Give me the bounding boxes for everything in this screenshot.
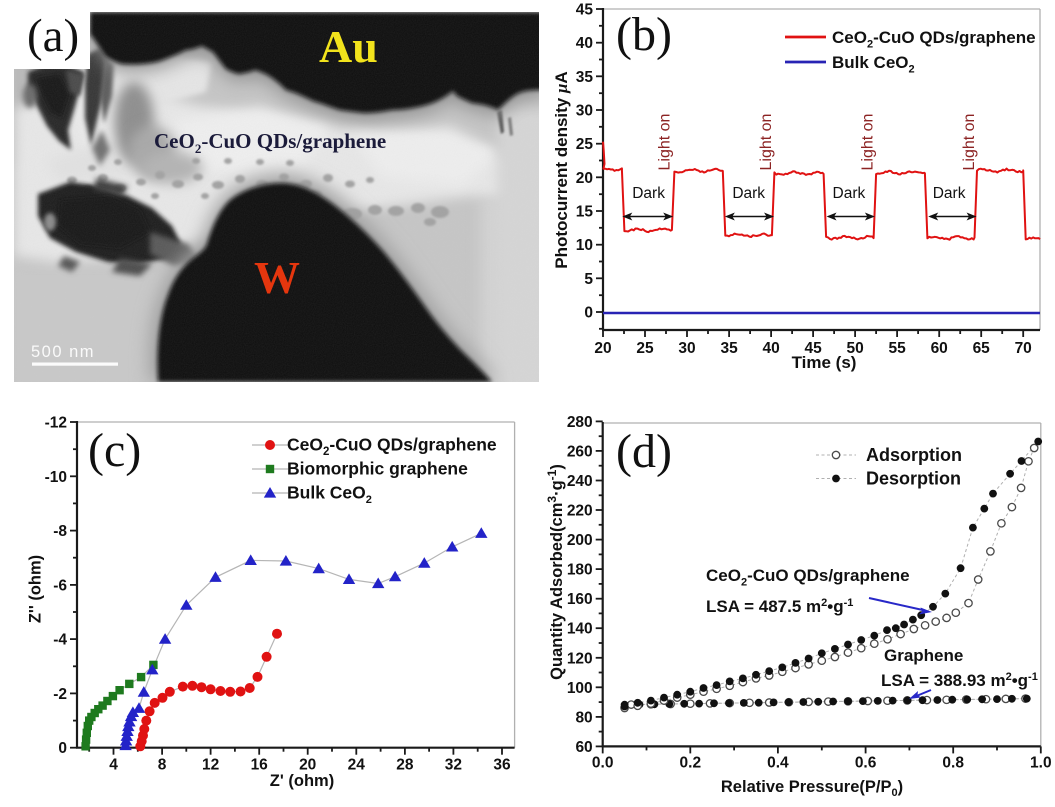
svg-text:8: 8 <box>158 757 167 774</box>
svg-text:Quantity Adsorbed(cm3·g-1): Quantity Adsorbed(cm3·g-1) <box>545 464 566 680</box>
svg-text:5: 5 <box>584 271 593 288</box>
svg-text:Light on: Light on <box>860 114 877 171</box>
svg-text:100: 100 <box>567 680 593 697</box>
svg-text:200: 200 <box>567 532 593 549</box>
svg-text:-6: -6 <box>53 577 67 594</box>
svg-text:180: 180 <box>567 562 593 579</box>
svg-text:4: 4 <box>109 757 118 774</box>
svg-text:Au: Au <box>319 21 378 72</box>
svg-text:(d): (d) <box>616 425 672 478</box>
svg-text:Time (s): Time (s) <box>792 353 857 372</box>
svg-text:35: 35 <box>720 340 738 357</box>
svg-text:Desorption: Desorption <box>866 469 961 489</box>
svg-text:(b): (b) <box>616 8 672 61</box>
svg-text:-2: -2 <box>53 686 67 703</box>
svg-text:-10: -10 <box>45 469 67 486</box>
svg-text:(a): (a) <box>27 10 79 62</box>
svg-text:0.8: 0.8 <box>942 754 964 771</box>
svg-text:Dark: Dark <box>833 185 866 202</box>
svg-text:160: 160 <box>567 591 593 608</box>
svg-text:10: 10 <box>576 237 593 254</box>
svg-text:80: 80 <box>575 709 592 726</box>
svg-text:32: 32 <box>445 757 462 774</box>
svg-text:CeO2-CuO QDs/graphene: CeO2-CuO QDs/graphene <box>154 129 386 156</box>
svg-text:280: 280 <box>567 414 593 431</box>
svg-text:Z' (ohm): Z' (ohm) <box>270 772 334 790</box>
svg-text:-8: -8 <box>53 523 67 540</box>
svg-text:Photocurrent density μA: Photocurrent density μA <box>552 71 571 268</box>
svg-text:120: 120 <box>567 650 593 667</box>
svg-text:CeO2-CuO QDs/graphene: CeO2-CuO QDs/graphene <box>287 435 497 459</box>
svg-text:220: 220 <box>567 503 593 520</box>
svg-text:25: 25 <box>636 340 654 357</box>
svg-text:0.4: 0.4 <box>767 754 789 771</box>
svg-text:15: 15 <box>576 204 594 221</box>
svg-text:28: 28 <box>396 757 414 774</box>
svg-text:25: 25 <box>576 136 594 153</box>
svg-text:Dark: Dark <box>933 185 966 202</box>
svg-text:-12: -12 <box>45 415 67 432</box>
svg-text:0.0: 0.0 <box>592 754 614 771</box>
svg-text:0: 0 <box>58 740 67 757</box>
svg-text:Biomorphic graphene: Biomorphic graphene <box>287 459 468 479</box>
svg-text:Dark: Dark <box>732 185 765 202</box>
svg-text:35: 35 <box>576 69 594 86</box>
svg-text:Relative Pressure(P/P0): Relative Pressure(P/P0) <box>721 778 903 799</box>
svg-text:500 nm: 500 nm <box>31 343 95 361</box>
svg-text:40: 40 <box>762 340 779 357</box>
svg-text:Bulk CeO2: Bulk CeO2 <box>287 483 372 507</box>
svg-text:45: 45 <box>576 2 594 19</box>
svg-text:30: 30 <box>678 340 695 357</box>
svg-text:LSA = 487.5 m2•g-1: LSA = 487.5 m2•g-1 <box>706 597 853 616</box>
svg-text:70: 70 <box>1015 340 1032 357</box>
svg-text:260: 260 <box>567 443 593 460</box>
svg-text:1.0: 1.0 <box>1030 754 1052 771</box>
svg-text:45: 45 <box>804 340 822 357</box>
svg-text:24: 24 <box>348 757 366 774</box>
svg-text:Light on: Light on <box>961 114 978 171</box>
svg-text:LSA = 388.93 m2•g-1: LSA = 388.93 m2•g-1 <box>881 671 1038 690</box>
svg-text:20: 20 <box>576 170 593 187</box>
svg-text:CeO2-CuO QDs/graphene: CeO2-CuO QDs/graphene <box>706 566 910 589</box>
svg-text:Bulk CeO2: Bulk CeO2 <box>832 53 915 76</box>
svg-text:36: 36 <box>493 757 511 774</box>
svg-text:20: 20 <box>594 340 611 357</box>
svg-text:65: 65 <box>973 340 991 357</box>
svg-text:30: 30 <box>576 103 593 120</box>
svg-text:Graphene: Graphene <box>884 646 963 665</box>
svg-text:60: 60 <box>931 340 948 357</box>
svg-text:20: 20 <box>299 757 316 774</box>
svg-text:W: W <box>254 252 300 303</box>
svg-text:240: 240 <box>567 473 593 490</box>
svg-text:12: 12 <box>202 757 219 774</box>
svg-text:Z'' (ohm): Z'' (ohm) <box>27 555 45 623</box>
svg-text:0.2: 0.2 <box>680 754 702 771</box>
svg-text:55: 55 <box>888 340 906 357</box>
svg-text:Adsorption: Adsorption <box>866 445 962 465</box>
svg-text:CeO2-CuO QDs/graphene: CeO2-CuO QDs/graphene <box>832 28 1036 51</box>
svg-text:(c): (c) <box>88 424 141 477</box>
svg-text:40: 40 <box>576 35 593 52</box>
svg-text:50: 50 <box>846 340 863 357</box>
svg-text:60: 60 <box>575 739 592 756</box>
svg-text:-4: -4 <box>53 632 67 649</box>
svg-text:0.6: 0.6 <box>855 754 877 771</box>
svg-text:140: 140 <box>567 621 593 638</box>
svg-text:Dark: Dark <box>632 185 665 202</box>
svg-text:0: 0 <box>584 305 593 322</box>
svg-text:Light on: Light on <box>657 114 674 171</box>
svg-text:16: 16 <box>251 757 269 774</box>
svg-text:Light on: Light on <box>758 114 775 171</box>
